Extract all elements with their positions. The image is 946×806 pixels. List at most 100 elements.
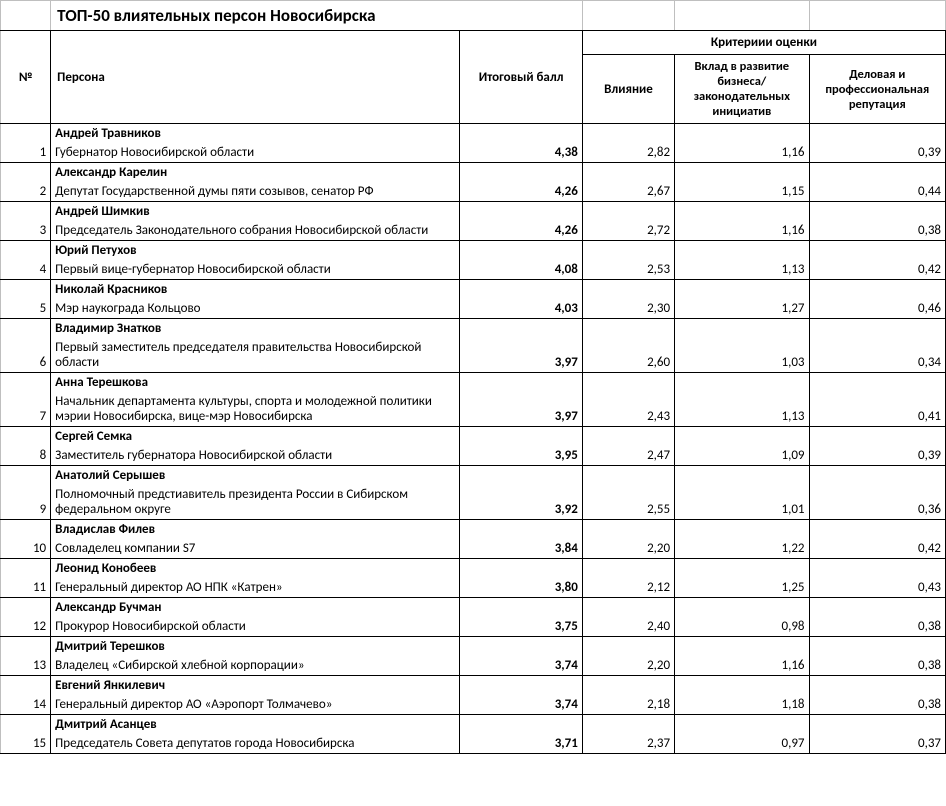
cell-empty	[582, 715, 674, 735]
cell-empty	[675, 598, 809, 618]
cell-empty	[582, 202, 674, 222]
cell-empty	[460, 319, 582, 339]
cell-empty	[460, 598, 582, 618]
row-num-empty	[1, 559, 51, 579]
score-influence: 2,37	[582, 734, 674, 754]
person-name: Дмитрий Терешков	[51, 637, 460, 657]
cell-empty	[460, 466, 582, 486]
person-name: Евгений Янкилевич	[51, 676, 460, 696]
score-reputation: 0,42	[809, 539, 945, 559]
total-score: 3,92	[460, 485, 582, 520]
score-business: 1,03	[675, 338, 809, 373]
cell-empty	[582, 559, 674, 579]
score-influence: 2,12	[582, 578, 674, 598]
total-score: 3,97	[460, 338, 582, 373]
table-row: Дмитрий Терешков	[1, 637, 946, 657]
score-reputation: 0,34	[809, 338, 945, 373]
table-row: 6Первый заместитель председателя правите…	[1, 338, 946, 373]
cell-empty	[460, 520, 582, 540]
total-score: 3,74	[460, 695, 582, 715]
cell-empty	[809, 241, 945, 261]
person-title: Мэр наукограда Кольцово	[51, 299, 460, 319]
cell-empty	[582, 637, 674, 657]
score-influence: 2,30	[582, 299, 674, 319]
score-influence: 2,82	[582, 143, 674, 163]
cell-empty	[675, 373, 809, 393]
table-row: 1Губернатор Новосибирской области4,382,8…	[1, 143, 946, 163]
score-business: 1,16	[675, 221, 809, 241]
cell-empty	[582, 319, 674, 339]
score-influence: 2,72	[582, 221, 674, 241]
person-title: Депутат Государственной думы пяти созыво…	[51, 182, 460, 202]
table-row: Леонид Конобеев	[1, 559, 946, 579]
score-influence: 2,67	[582, 182, 674, 202]
cell-empty	[809, 427, 945, 447]
score-influence: 2,53	[582, 260, 674, 280]
score-reputation: 0,41	[809, 392, 945, 427]
cell-empty	[809, 124, 945, 144]
score-influence: 2,60	[582, 338, 674, 373]
person-name: Анатолий Серышев	[51, 466, 460, 486]
table-row: 8Заместитель губернатора Новосибирской о…	[1, 446, 946, 466]
header-c2: Вклад в развитие бизнеса/ законодательны…	[675, 55, 809, 124]
cell-empty	[582, 124, 674, 144]
row-num: 1	[1, 143, 51, 163]
table-row: Дмитрий Асанцев	[1, 715, 946, 735]
cell-empty	[460, 280, 582, 300]
score-influence: 2,18	[582, 695, 674, 715]
table-row: Владимир Знатков	[1, 319, 946, 339]
person-name: Леонид Конобеев	[51, 559, 460, 579]
header-score: Итоговый балл	[460, 31, 582, 124]
person-title: Генеральный директор АО «Аэропорт Толмач…	[51, 695, 460, 715]
score-influence: 2,47	[582, 446, 674, 466]
row-num-empty	[1, 373, 51, 393]
cell-empty	[460, 202, 582, 222]
score-business: 1,09	[675, 446, 809, 466]
total-score: 3,75	[460, 617, 582, 637]
cell-empty	[809, 202, 945, 222]
total-score: 4,08	[460, 260, 582, 280]
score-influence: 2,55	[582, 485, 674, 520]
cell-empty	[675, 427, 809, 447]
row-num-empty	[1, 427, 51, 447]
person-name: Сергей Семка	[51, 427, 460, 447]
cell-empty	[809, 280, 945, 300]
total-score: 4,26	[460, 221, 582, 241]
table-row: Николай Красников	[1, 280, 946, 300]
cell-empty	[809, 373, 945, 393]
cell-empty	[460, 124, 582, 144]
cell-empty	[675, 637, 809, 657]
score-business: 1,13	[675, 392, 809, 427]
table-row: Андрей Шимкив	[1, 202, 946, 222]
cell-empty	[675, 202, 809, 222]
header-c3: Деловая и профессиональная репутация	[809, 55, 945, 124]
row-num-empty	[1, 124, 51, 144]
cell-empty	[809, 559, 945, 579]
person-title: Председатель Законодательного собрания Н…	[51, 221, 460, 241]
table-row: Анна Терешкова	[1, 373, 946, 393]
score-business: 1,22	[675, 539, 809, 559]
score-reputation: 0,38	[809, 221, 945, 241]
row-num-empty	[1, 241, 51, 261]
score-business: 1,27	[675, 299, 809, 319]
score-business: 1,18	[675, 695, 809, 715]
cell-empty	[460, 715, 582, 735]
header-num: №	[1, 31, 51, 124]
cell-empty	[675, 559, 809, 579]
score-influence: 2,40	[582, 617, 674, 637]
cell-empty	[582, 241, 674, 261]
row-num: 4	[1, 260, 51, 280]
person-name: Владимир Знатков	[51, 319, 460, 339]
score-business: 1,16	[675, 656, 809, 676]
person-title: Прокурор Новосибирской области	[51, 617, 460, 637]
person-title: Начальник департамента культуры, спорта …	[51, 392, 460, 427]
score-reputation: 0,36	[809, 485, 945, 520]
score-business: 1,13	[675, 260, 809, 280]
person-name: Андрей Шимкив	[51, 202, 460, 222]
row-num-empty	[1, 202, 51, 222]
row-num-empty	[1, 466, 51, 486]
total-score: 3,84	[460, 539, 582, 559]
cell-empty	[809, 637, 945, 657]
row-num-empty	[1, 637, 51, 657]
score-reputation: 0,44	[809, 182, 945, 202]
